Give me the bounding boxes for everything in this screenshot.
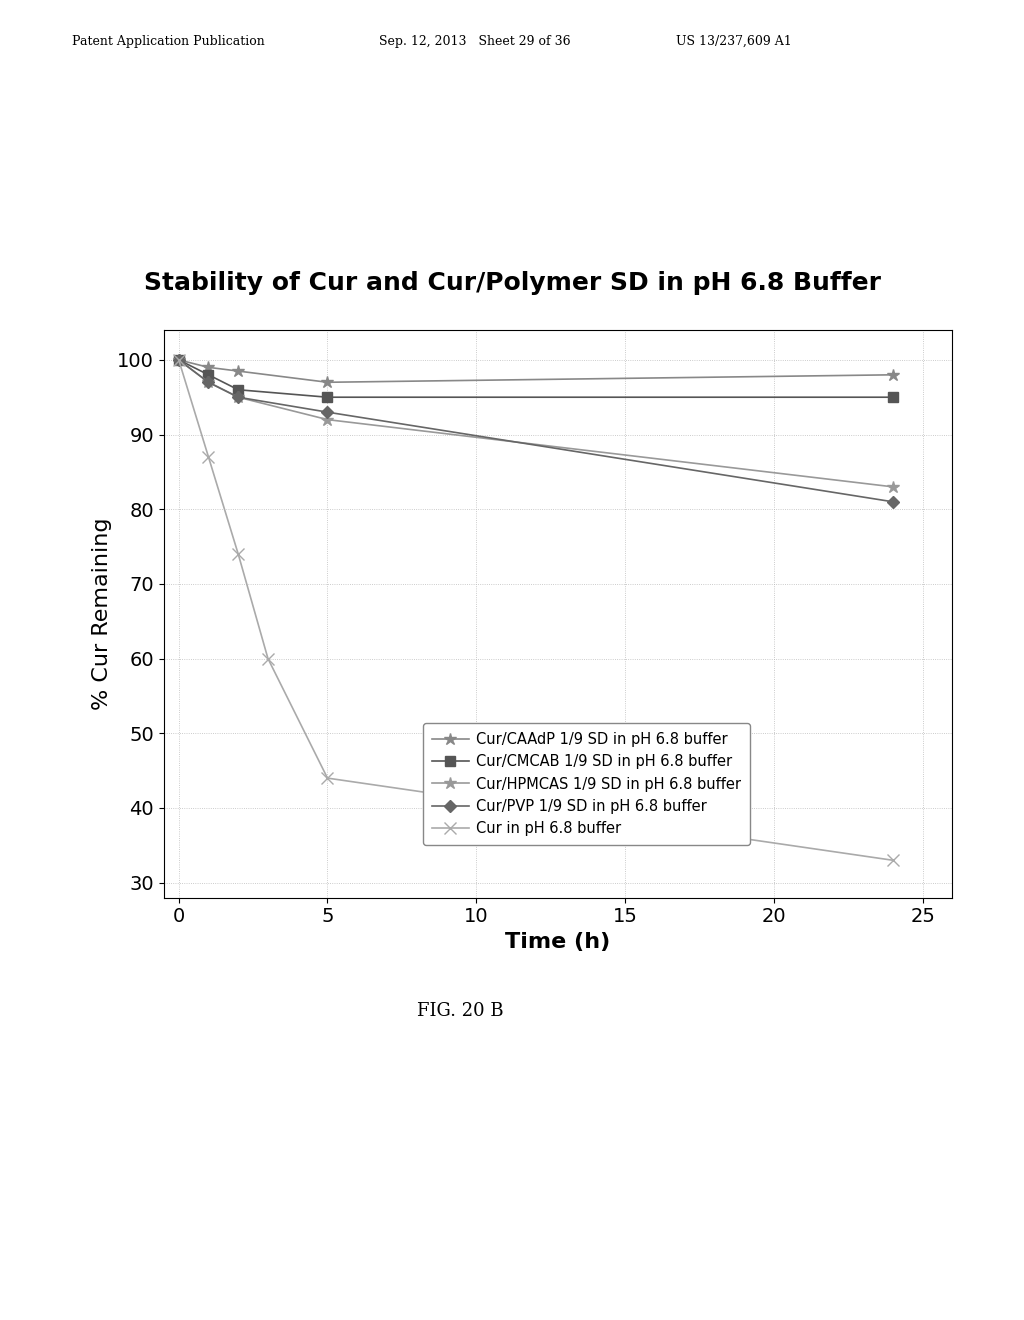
Cur/CMCAB 1/9 SD in pH 6.8 buffer (203, 367, 215, 383)
Cur in pH 6.8 buffer (322, 770, 334, 785)
Text: FIG. 20 B: FIG. 20 B (418, 1002, 504, 1020)
Cur in pH 6.8 buffer (203, 449, 215, 465)
Legend: Cur/CAAdP 1/9 SD in pH 6.8 buffer, Cur/CMCAB 1/9 SD in pH 6.8 buffer, Cur/HPMCAS: Cur/CAAdP 1/9 SD in pH 6.8 buffer, Cur/C… (424, 723, 750, 845)
Cur/CAAdP 1/9 SD in pH 6.8 buffer (173, 352, 185, 368)
Cur/PVP 1/9 SD in pH 6.8 buffer (203, 375, 215, 391)
Cur in pH 6.8 buffer (173, 352, 185, 368)
Cur in pH 6.8 buffer (887, 853, 899, 869)
Cur/HPMCAS 1/9 SD in pH 6.8 buffer (887, 479, 899, 495)
Cur/CAAdP 1/9 SD in pH 6.8 buffer (232, 363, 245, 379)
Line: Cur/PVP 1/9 SD in pH 6.8 buffer: Cur/PVP 1/9 SD in pH 6.8 buffer (174, 355, 897, 506)
Cur/CAAdP 1/9 SD in pH 6.8 buffer (203, 359, 215, 375)
Line: Cur/CAAdP 1/9 SD in pH 6.8 buffer: Cur/CAAdP 1/9 SD in pH 6.8 buffer (172, 354, 899, 388)
Text: Patent Application Publication: Patent Application Publication (72, 34, 264, 48)
Text: US 13/237,609 A1: US 13/237,609 A1 (676, 34, 792, 48)
Cur/HPMCAS 1/9 SD in pH 6.8 buffer (203, 375, 215, 391)
Cur/CMCAB 1/9 SD in pH 6.8 buffer (887, 389, 899, 405)
Line: Cur/HPMCAS 1/9 SD in pH 6.8 buffer: Cur/HPMCAS 1/9 SD in pH 6.8 buffer (172, 354, 899, 494)
Cur in pH 6.8 buffer (262, 651, 274, 667)
Line: Cur/CMCAB 1/9 SD in pH 6.8 buffer: Cur/CMCAB 1/9 SD in pH 6.8 buffer (174, 355, 898, 403)
Cur/PVP 1/9 SD in pH 6.8 buffer (173, 352, 185, 368)
Cur/PVP 1/9 SD in pH 6.8 buffer (232, 389, 245, 405)
Cur/CMCAB 1/9 SD in pH 6.8 buffer (322, 389, 334, 405)
Cur/HPMCAS 1/9 SD in pH 6.8 buffer (173, 352, 185, 368)
Cur/CMCAB 1/9 SD in pH 6.8 buffer (173, 352, 185, 368)
X-axis label: Time (h): Time (h) (506, 932, 610, 952)
Text: Sep. 12, 2013   Sheet 29 of 36: Sep. 12, 2013 Sheet 29 of 36 (379, 34, 570, 48)
Cur in pH 6.8 buffer (232, 546, 245, 562)
Y-axis label: % Cur Remaining: % Cur Remaining (92, 517, 112, 710)
Cur/CMCAB 1/9 SD in pH 6.8 buffer (232, 381, 245, 397)
Cur/CAAdP 1/9 SD in pH 6.8 buffer (887, 367, 899, 383)
Text: Stability of Cur and Cur/Polymer SD in pH 6.8 Buffer: Stability of Cur and Cur/Polymer SD in p… (143, 272, 881, 296)
Cur/HPMCAS 1/9 SD in pH 6.8 buffer (322, 412, 334, 428)
Cur/HPMCAS 1/9 SD in pH 6.8 buffer (232, 389, 245, 405)
Line: Cur in pH 6.8 buffer: Cur in pH 6.8 buffer (173, 354, 898, 866)
Cur/CAAdP 1/9 SD in pH 6.8 buffer (322, 375, 334, 391)
Cur/PVP 1/9 SD in pH 6.8 buffer (322, 404, 334, 420)
Cur/PVP 1/9 SD in pH 6.8 buffer (887, 494, 899, 510)
